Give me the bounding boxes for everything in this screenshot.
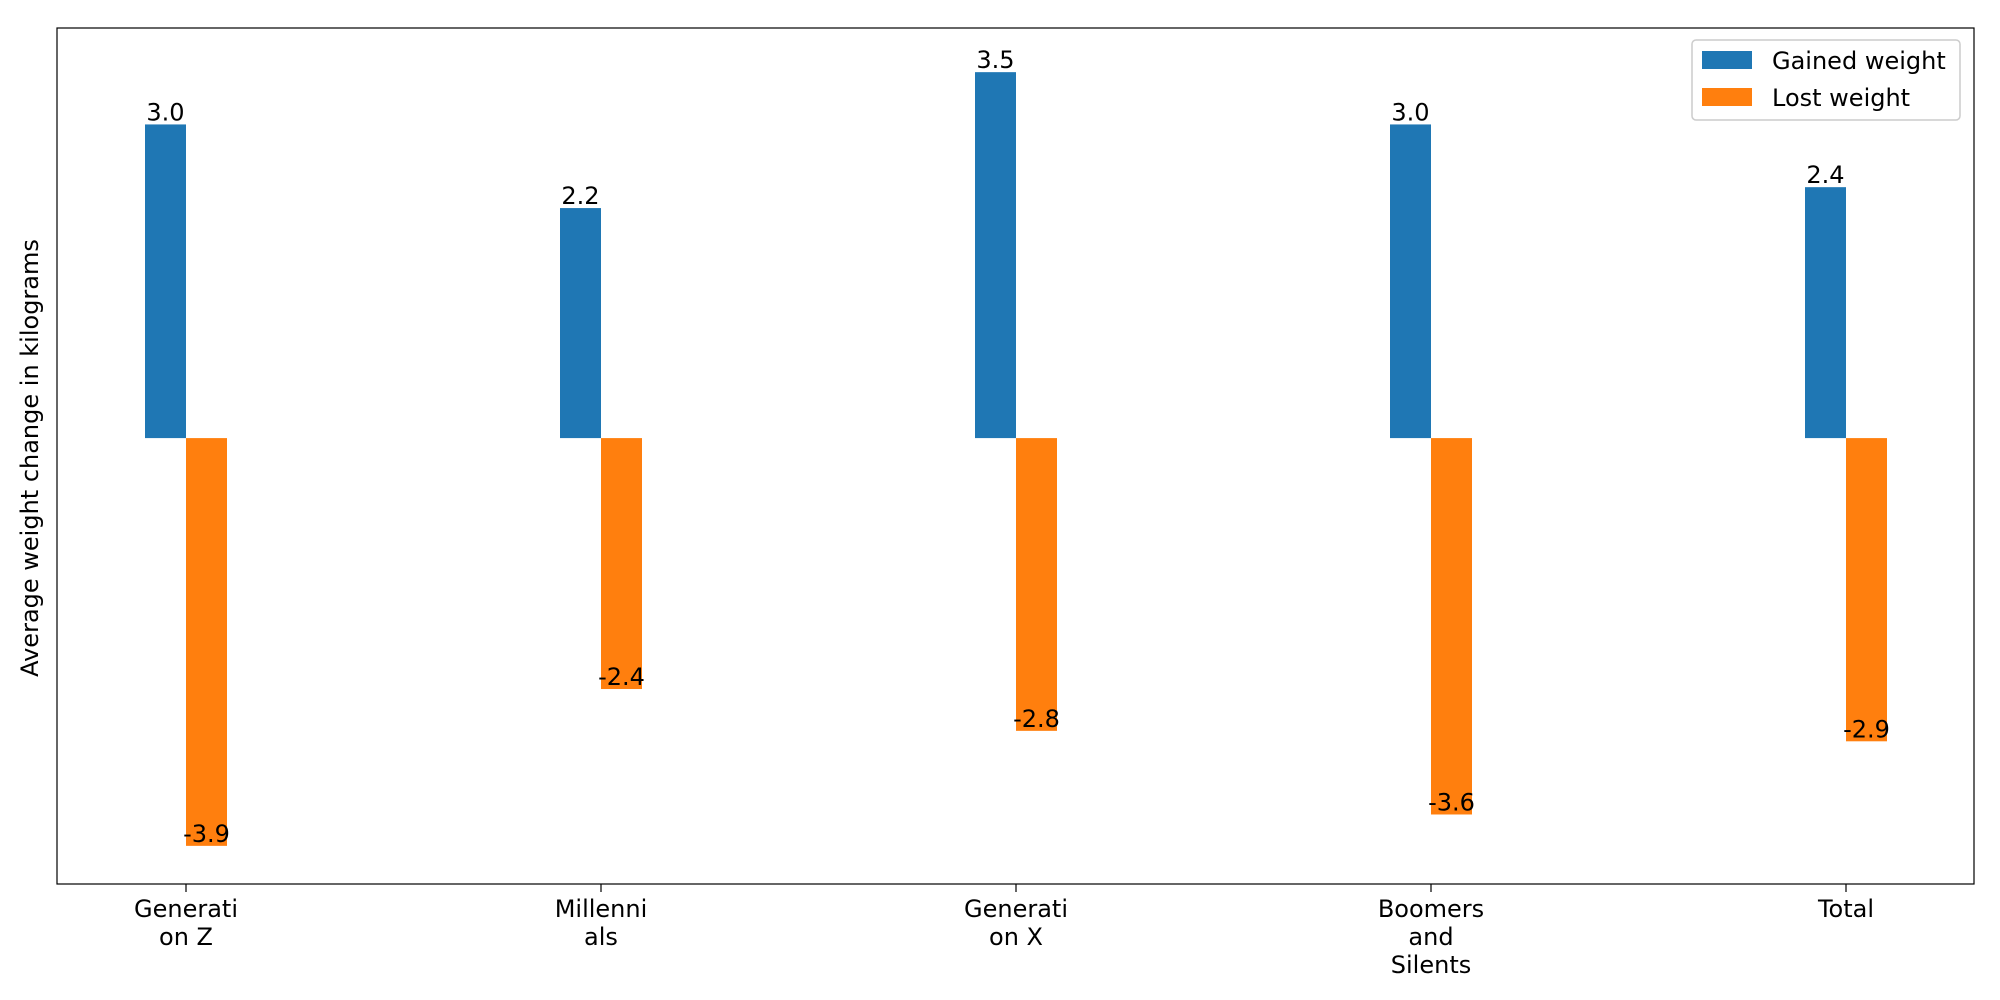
bar-gained-weight-2 — [560, 208, 601, 439]
bar-gained-weight-3 — [975, 72, 1016, 439]
bar-gained-weight-1 — [145, 124, 186, 439]
x-axis: Generati on Z Millenni als Generati on X Boome… — [134, 884, 1874, 979]
bars-layer — [145, 72, 1887, 846]
data-label-lost-weight-1: -3.9 — [183, 820, 230, 848]
data-label-gained-weight-1: 3.0 — [146, 98, 184, 126]
data-label-gained-weight-5: 2.4 — [1806, 161, 1844, 189]
data-label-lost-weight-2: -2.4 — [598, 663, 645, 691]
x-tick-label-1: Generati on Z — [134, 895, 238, 951]
y-axis-label: Average weight change in kilograms — [16, 239, 44, 677]
legend-label-gained-weight: Gained weight — [1772, 47, 1946, 75]
data-label-lost-weight-5: -2.9 — [1843, 715, 1890, 743]
legend: Gained weight Lost weight — [1691, 39, 1961, 121]
x-tick-label-2: Millenni als — [555, 895, 648, 951]
data-label-lost-weight-4: -3.6 — [1428, 788, 1475, 816]
x-tick-label-3: Generati on X — [964, 895, 1068, 951]
bar-lost-weight-1 — [186, 438, 227, 846]
bar-lost-weight-3 — [1016, 438, 1057, 731]
legend-swatch-gained-weight — [1702, 51, 1752, 69]
data-label-gained-weight-4: 3.0 — [1391, 98, 1429, 126]
x-tick-label-5: Total — [1817, 895, 1874, 923]
x-tick-label-4: Boomers and Silents — [1378, 895, 1484, 979]
legend-swatch-lost-weight — [1702, 88, 1752, 106]
legend-frame — [1691, 39, 1961, 121]
bar-gained-weight-5 — [1805, 187, 1846, 439]
data-label-lost-weight-3: -2.8 — [1013, 705, 1060, 733]
data-label-gained-weight-3: 3.5 — [976, 46, 1014, 74]
bar-lost-weight-4 — [1431, 438, 1472, 815]
bar-lost-weight-5 — [1846, 438, 1887, 742]
data-label-gained-weight-2: 2.2 — [561, 182, 599, 210]
legend-label-lost-weight: Lost weight — [1772, 84, 1910, 112]
bar-lost-weight-2 — [601, 438, 642, 690]
labels-layer: 3.0 -3.9 2.2 -2.4 3.5 -2.8 3.0 -3.6 2.4 -2.9 — [146, 46, 1890, 848]
bar-gained-weight-4 — [1390, 124, 1431, 439]
